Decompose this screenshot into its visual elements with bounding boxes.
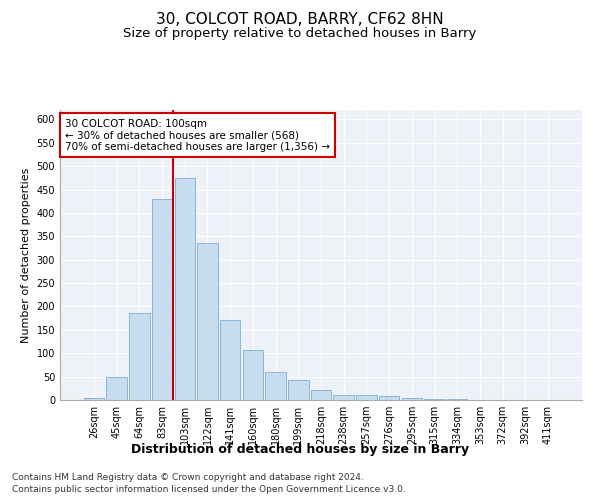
Text: Size of property relative to detached houses in Barry: Size of property relative to detached ho… [124, 28, 476, 40]
Text: Contains public sector information licensed under the Open Government Licence v3: Contains public sector information licen… [12, 485, 406, 494]
Text: 30 COLCOT ROAD: 100sqm
← 30% of detached houses are smaller (568)
70% of semi-de: 30 COLCOT ROAD: 100sqm ← 30% of detached… [65, 118, 330, 152]
Bar [288, 380, 308, 400]
Bar [197, 244, 218, 400]
Bar [334, 396, 354, 400]
Text: Distribution of detached houses by size in Barry: Distribution of detached houses by size … [131, 442, 469, 456]
Bar [242, 350, 263, 400]
Bar [265, 372, 286, 400]
Bar [424, 398, 445, 400]
Bar [106, 376, 127, 400]
Bar [220, 320, 241, 400]
Bar [379, 396, 400, 400]
Bar [401, 398, 422, 400]
Bar [356, 396, 377, 400]
Bar [152, 199, 172, 400]
Text: 30, COLCOT ROAD, BARRY, CF62 8HN: 30, COLCOT ROAD, BARRY, CF62 8HN [156, 12, 444, 28]
Bar [311, 390, 331, 400]
Y-axis label: Number of detached properties: Number of detached properties [21, 168, 31, 342]
Text: Contains HM Land Registry data © Crown copyright and database right 2024.: Contains HM Land Registry data © Crown c… [12, 472, 364, 482]
Bar [175, 178, 195, 400]
Bar [447, 399, 467, 400]
Bar [84, 398, 104, 400]
Bar [129, 314, 149, 400]
